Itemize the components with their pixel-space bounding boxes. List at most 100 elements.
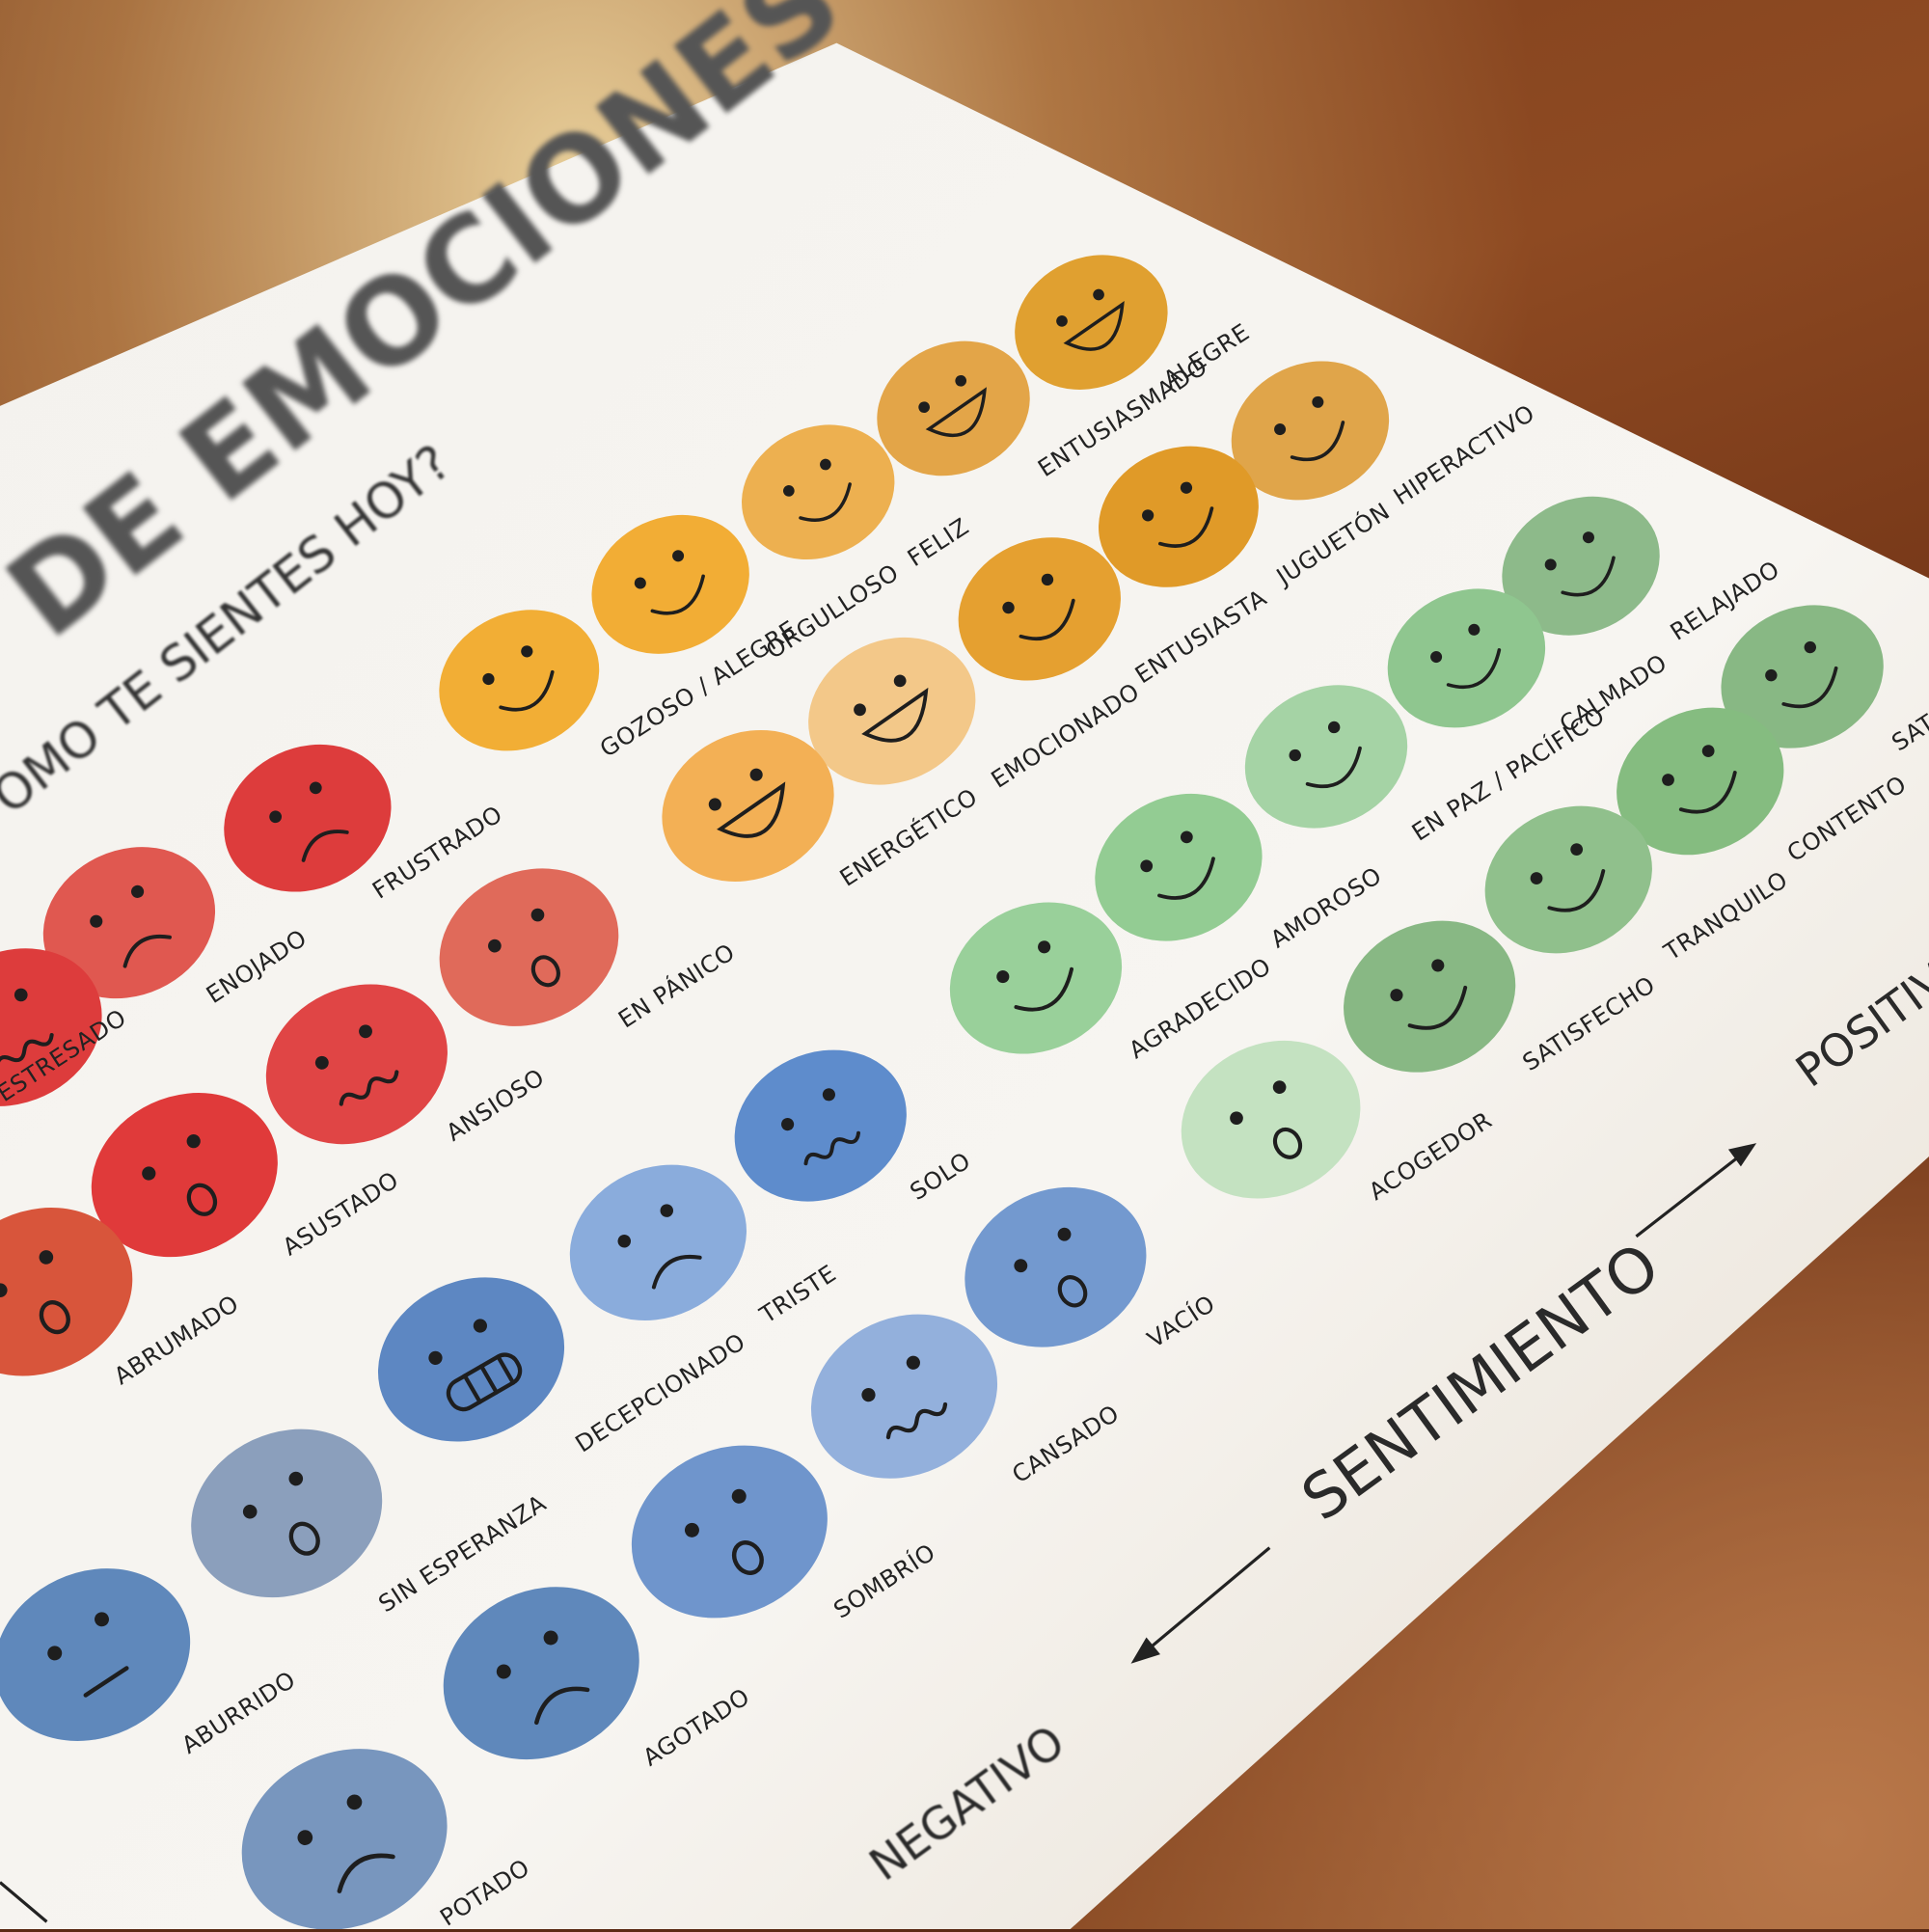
face-circle (1502, 496, 1660, 636)
emotion-face-en-paz-pacifico (1244, 685, 1408, 829)
smile-expression-icon (482, 645, 555, 712)
emotion-face-contento (1617, 707, 1784, 856)
emotion-face-estresado (0, 948, 102, 1106)
frown-expression-icon (269, 781, 349, 862)
face-circle (1617, 707, 1784, 856)
face-circle (241, 1749, 448, 1929)
face-circle (443, 1587, 639, 1760)
emotion-face-satisfecho (1344, 920, 1516, 1073)
face-circle (734, 1049, 907, 1202)
emotion-face-acogedor (1181, 1040, 1361, 1199)
frown-expression-icon (90, 884, 172, 968)
frown-expression-icon (496, 1630, 590, 1726)
face-circle (1181, 1040, 1361, 1199)
wavy-expression-icon (861, 1355, 948, 1440)
face-circle (1344, 920, 1516, 1073)
emotion-face-entusiasta (958, 537, 1121, 681)
smile-expression-icon (783, 458, 852, 522)
emotion-face-relajado (1502, 496, 1660, 636)
emotion-face-abrumado (0, 1208, 133, 1376)
face-circle (1721, 605, 1884, 748)
smile-expression-icon (1289, 721, 1362, 789)
emotion-face-ansioso (265, 984, 448, 1145)
frown-expression-icon (617, 1204, 702, 1290)
emotion-face-jugueton (1099, 446, 1259, 587)
smile-expression-icon (1142, 481, 1214, 548)
face-circle (1095, 793, 1263, 941)
face-circle (191, 1429, 383, 1598)
emotion-face-alegre (1015, 255, 1168, 390)
emotion-face-cansado (810, 1314, 998, 1479)
smile-expression-icon (634, 550, 705, 615)
teeth-expression-icon (428, 1319, 523, 1412)
face-circle (631, 1445, 828, 1619)
o-expression-icon (488, 908, 560, 988)
face-circle (958, 537, 1121, 681)
emotion-face-hiperactivo (1231, 361, 1390, 501)
face-circle (569, 1164, 747, 1320)
face-circle (810, 1314, 998, 1479)
face-circle (0, 1568, 191, 1741)
emotion-face-vacio (964, 1186, 1147, 1347)
face-circle (265, 984, 448, 1145)
smile-expression-icon (1765, 640, 1838, 709)
emotion-face-asustado (91, 1093, 278, 1258)
smile-expression-icon (1140, 830, 1215, 900)
arrow-left-edge-icon (0, 1881, 48, 1923)
emotion-face-solo (734, 1049, 907, 1202)
face-circle (1015, 255, 1168, 390)
emotion-face-triste (569, 1164, 747, 1320)
big-smile-expression-icon (854, 674, 929, 743)
emotion-face-tranquilo (1484, 805, 1652, 954)
face-circle (42, 847, 216, 999)
emotion-face-sombrio (631, 1445, 828, 1619)
face-circle (949, 902, 1123, 1054)
big-smile-expression-icon (918, 374, 987, 438)
emotion-face-aburrido (0, 1568, 191, 1741)
flat-expression-icon (47, 1612, 129, 1698)
face-circle (439, 868, 619, 1026)
emotion-face-potado (241, 1749, 448, 1929)
emotion-face-orgulloso (591, 514, 749, 654)
face-circle (1231, 361, 1390, 501)
smile-expression-icon (996, 940, 1074, 1012)
emotion-face-calmado (1387, 588, 1546, 728)
arrow-negative-icon (1130, 1546, 1271, 1664)
face-circle (877, 340, 1030, 476)
emotion-face-satis (1721, 605, 1884, 748)
arrow-positive-icon (1635, 1143, 1757, 1238)
frown-expression-icon (297, 1794, 395, 1893)
o-expression-icon (1014, 1227, 1088, 1308)
face-circle (1099, 446, 1259, 587)
emotion-faces (0, 255, 1884, 1929)
emotion-face-decepcionado (377, 1277, 565, 1442)
emotion-face-sin-esperanza (191, 1429, 383, 1598)
smile-expression-icon (1002, 573, 1075, 641)
emotion-face-gozoso-alegre (439, 610, 600, 751)
o-expression-icon (684, 1488, 764, 1575)
face-circle (439, 610, 600, 751)
smile-expression-icon (1430, 623, 1502, 690)
face-circle (591, 514, 749, 654)
emotion-face-enojado (42, 847, 216, 999)
wavy-expression-icon (0, 988, 54, 1069)
emotion-face-feliz (742, 424, 895, 559)
smile-expression-icon (1274, 395, 1345, 462)
emotion-face-frustrado (224, 744, 392, 892)
face-circle (1387, 588, 1546, 728)
smile-expression-icon (1662, 745, 1737, 814)
emotion-face-amoroso (1095, 793, 1263, 941)
face-circle (377, 1277, 565, 1442)
emotion-face-entusiasmado (877, 340, 1030, 476)
smile-expression-icon (1530, 843, 1606, 912)
o-expression-icon (242, 1471, 320, 1556)
face-circle (91, 1093, 278, 1258)
face-circle (1484, 805, 1652, 954)
face-circle (964, 1186, 1147, 1347)
smile-expression-icon (1390, 959, 1468, 1030)
emotion-face-agotado (443, 1587, 639, 1760)
wavy-expression-icon (781, 1088, 860, 1166)
smile-expression-icon (1544, 531, 1616, 597)
